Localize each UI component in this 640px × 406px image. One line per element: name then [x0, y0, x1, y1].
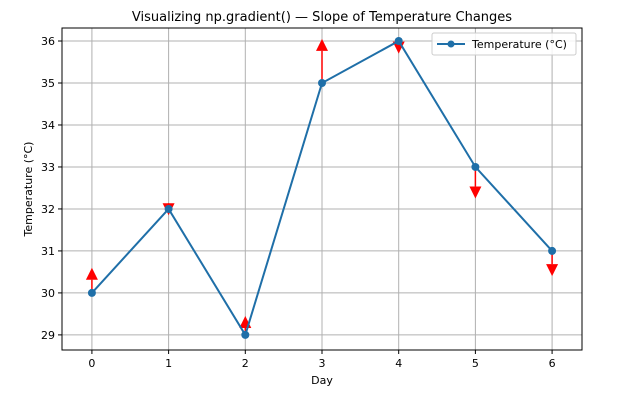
y-tick-label: 35	[41, 77, 55, 90]
legend: Temperature (°C)	[431, 32, 577, 56]
x-axis-label: Day	[311, 374, 333, 387]
temperature-point	[394, 37, 403, 46]
x-tick-label: 2	[242, 357, 249, 370]
y-tick-label: 34	[41, 119, 55, 132]
y-tick-label: 33	[41, 161, 55, 174]
y-tick-label: 29	[41, 329, 55, 342]
arrow-head	[469, 186, 482, 199]
arrow-head	[546, 264, 559, 277]
chart-title: Visualizing np.gradient() — Slope of Tem…	[132, 10, 512, 25]
x-tick-label: 6	[549, 357, 556, 370]
temperature-point	[318, 78, 326, 87]
x-tick-label: 1	[165, 357, 172, 370]
x-tick-label: 0	[88, 357, 95, 370]
y-tick-label: 36	[41, 35, 55, 48]
legend-label: Temperature (°C)	[471, 38, 567, 51]
y-tick-label: 32	[41, 203, 55, 216]
x-tick-label: 4	[395, 357, 402, 370]
series	[87, 37, 557, 339]
y-axis-label: Temperature (°C)	[22, 142, 35, 238]
y-tick-label: 31	[41, 245, 55, 258]
x-tick-label: 3	[319, 357, 326, 370]
x-tick-label: 5	[472, 357, 479, 370]
legend-marker	[447, 40, 455, 48]
gradient-arrow	[316, 38, 328, 83]
temperature-point	[87, 288, 96, 297]
temperature-point	[471, 162, 480, 171]
arrow-head	[85, 267, 98, 280]
temperature-point	[241, 330, 250, 339]
arrow-head	[316, 38, 328, 51]
temperature-point	[164, 204, 173, 213]
y-tick-label: 30	[41, 287, 55, 300]
temperature-point	[548, 246, 557, 255]
legend-box	[431, 32, 577, 56]
